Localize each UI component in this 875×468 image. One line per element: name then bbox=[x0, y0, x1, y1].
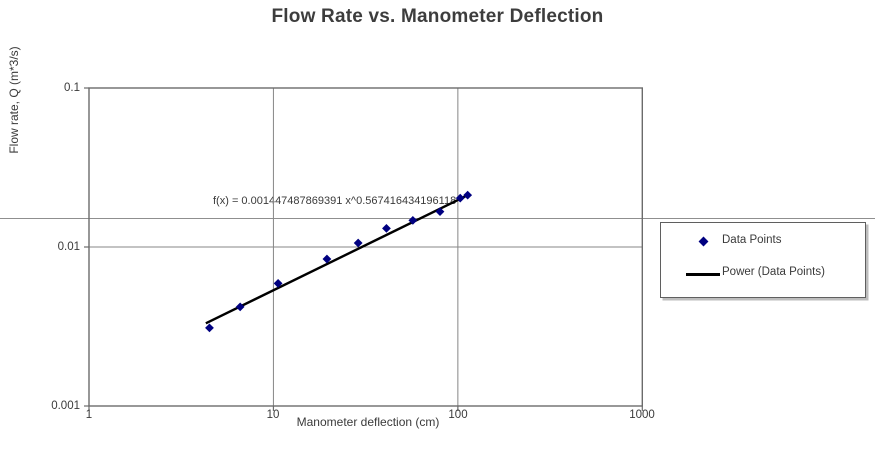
horizontal-rule-artifact bbox=[0, 218, 875, 219]
data-point-marker bbox=[205, 323, 214, 333]
x-tick-label-1: 1 bbox=[85, 409, 93, 421]
y-tick-label-0p01: 0.01 bbox=[57, 241, 80, 253]
data-point-marker bbox=[463, 190, 473, 200]
legend-label: Data Points bbox=[722, 234, 782, 246]
data-point-marker bbox=[435, 207, 445, 216]
x-axis-title: Manometer deflection (cm) bbox=[296, 415, 440, 429]
legend: Data Points Power (Data Points) bbox=[660, 222, 866, 298]
y-tick-label-0p1: 0.1 bbox=[64, 82, 80, 94]
y-tick-label-0p001: 0.001 bbox=[51, 400, 80, 412]
data-point-marker bbox=[353, 238, 363, 248]
data-point-marker bbox=[322, 254, 332, 264]
legend-entry-data-points: Data Points bbox=[661, 232, 865, 254]
legend-entry-power-fit: Power (Data Points) bbox=[661, 264, 865, 286]
x-tick-label-10: 10 bbox=[266, 409, 280, 421]
data-point-marker bbox=[235, 302, 245, 312]
data-point-marker bbox=[455, 193, 465, 203]
chart-title: Flow Rate vs. Manometer Deflection bbox=[271, 6, 604, 27]
data-point-marker bbox=[382, 223, 391, 233]
power-trendline bbox=[205, 193, 471, 325]
data-point-marker bbox=[408, 215, 418, 225]
legend-label: Power (Data Points) bbox=[722, 266, 825, 278]
data-point-marker bbox=[273, 279, 283, 288]
x-tick-label-100: 100 bbox=[448, 409, 468, 421]
x-tick-label-1000: 1000 bbox=[629, 409, 655, 421]
trendline-sample-icon bbox=[686, 273, 720, 276]
diamond-marker-icon bbox=[698, 236, 709, 247]
